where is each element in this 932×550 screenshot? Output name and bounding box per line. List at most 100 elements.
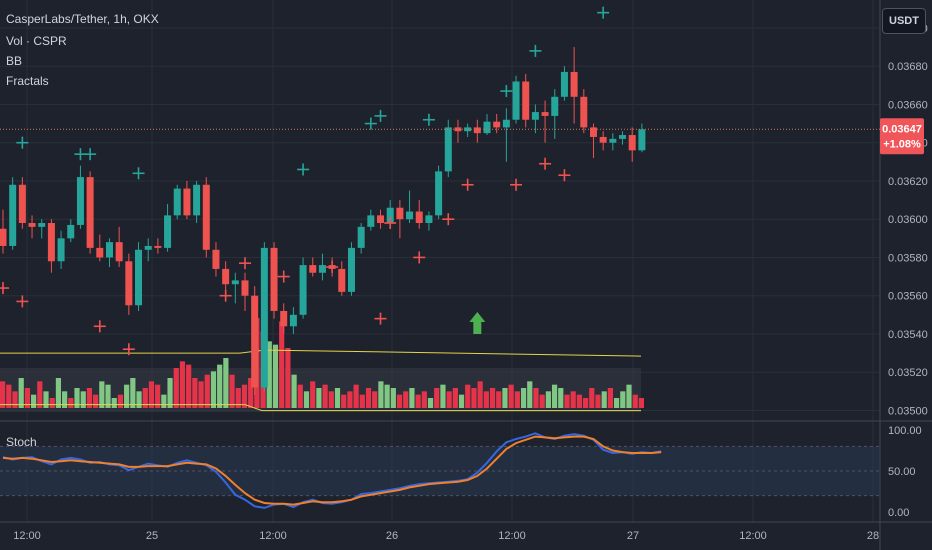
candle-body	[202, 184, 210, 250]
volume-bar	[502, 388, 508, 408]
indicator-volume-label[interactable]: Vol · CSPR	[6, 34, 67, 48]
candle-body	[512, 81, 520, 120]
currency-button[interactable]: USDT	[882, 8, 926, 34]
volume-bar	[322, 384, 328, 408]
candle-body	[551, 96, 559, 116]
volume-bar	[545, 391, 551, 408]
indicator-bb-label[interactable]: BB	[6, 54, 23, 68]
volume-bar	[167, 378, 173, 408]
volume-bar	[372, 391, 378, 408]
volume-bar	[74, 388, 80, 408]
volume-bar	[155, 384, 161, 408]
candle-body	[67, 224, 75, 239]
candle-body	[580, 96, 588, 128]
candle-body	[386, 207, 394, 224]
volume-bar	[396, 394, 403, 408]
volume-bar	[601, 391, 607, 408]
volume-bar	[613, 398, 620, 408]
volume-bar	[204, 374, 210, 408]
candle-body	[464, 127, 472, 132]
candle-body	[522, 81, 530, 120]
candle-body	[76, 177, 84, 225]
volume-bar	[638, 398, 644, 408]
volume-bar	[105, 384, 111, 408]
volume-bar	[241, 384, 248, 408]
volume-bar	[626, 384, 632, 408]
candle-body	[18, 184, 26, 224]
volume-bar	[527, 381, 533, 408]
stoch-label: Stoch	[6, 435, 37, 449]
candle-body	[183, 188, 191, 216]
candle-body	[619, 135, 627, 139]
candle-body	[9, 184, 17, 246]
volume-bar	[31, 394, 37, 408]
volume-bar	[229, 374, 235, 408]
volume-bar	[117, 394, 124, 408]
price-tick-label: 0.03600	[888, 214, 928, 226]
candle-body	[415, 211, 423, 224]
volume-bar	[272, 344, 279, 408]
candle-body	[173, 188, 181, 216]
price-tick-label: 0.03520	[888, 367, 928, 379]
volume-bar	[235, 388, 241, 408]
volume-bar	[607, 388, 613, 408]
volume-bar	[458, 394, 465, 408]
time-tick-label: 12:00	[498, 530, 526, 542]
volume-bar	[12, 391, 18, 408]
candle-body	[299, 265, 307, 315]
indicator-fractals-label[interactable]: Fractals	[6, 74, 49, 88]
price-badge-value: 0.03647	[882, 123, 922, 135]
time-tick-label: 27	[627, 530, 639, 542]
volume-bar	[248, 378, 254, 408]
volume-bar	[595, 394, 601, 408]
volume-bar	[297, 384, 303, 408]
volume-bar	[347, 391, 353, 408]
volume-bar	[316, 388, 322, 408]
volume-bar	[465, 384, 471, 408]
time-tick-label: 26	[386, 530, 398, 542]
candle-body	[570, 71, 578, 97]
candle-body	[318, 265, 326, 273]
volume-bar	[266, 341, 272, 408]
volume-bar	[68, 398, 74, 408]
candle-body	[541, 112, 549, 116]
time-tick-label: 12:00	[739, 530, 767, 542]
volume-bar	[334, 388, 341, 408]
volume-bar	[285, 348, 291, 408]
candle-body	[367, 215, 375, 227]
candle-body	[38, 223, 46, 227]
volume-bar	[198, 381, 204, 408]
volume-bar	[111, 398, 117, 408]
volume-bar	[452, 388, 458, 408]
candle-body	[628, 135, 636, 151]
candle-body	[309, 265, 317, 273]
candle-body	[377, 215, 385, 224]
candle-body	[115, 242, 123, 262]
candle-body	[270, 247, 278, 311]
volume-bar	[223, 358, 229, 408]
candle-body	[357, 226, 365, 248]
volume-bar	[477, 381, 483, 408]
volume-bar	[359, 394, 365, 408]
candle-body	[589, 127, 597, 137]
candle-body	[493, 121, 501, 128]
volume-bar	[620, 391, 626, 408]
candle-body	[241, 280, 249, 296]
volume-bar	[173, 368, 179, 408]
volume-bar	[421, 391, 427, 408]
time-tick-label: 28	[867, 530, 879, 542]
candle-body	[502, 119, 510, 128]
volume-bar	[179, 361, 186, 408]
volume-bar	[37, 381, 43, 408]
volume-bar	[589, 388, 595, 408]
bb-lower-line	[0, 404, 641, 412]
volume-bar	[136, 391, 142, 408]
price-tick-label: 0.03580	[888, 252, 928, 264]
stoch-tick-label: 0.00	[888, 507, 909, 519]
candle-body	[154, 245, 162, 248]
candle-body	[347, 247, 355, 292]
volume-bar	[440, 384, 446, 408]
volume-bar	[80, 391, 86, 408]
time-tick-label: 12:00	[13, 530, 41, 542]
candle-body	[638, 129, 646, 151]
